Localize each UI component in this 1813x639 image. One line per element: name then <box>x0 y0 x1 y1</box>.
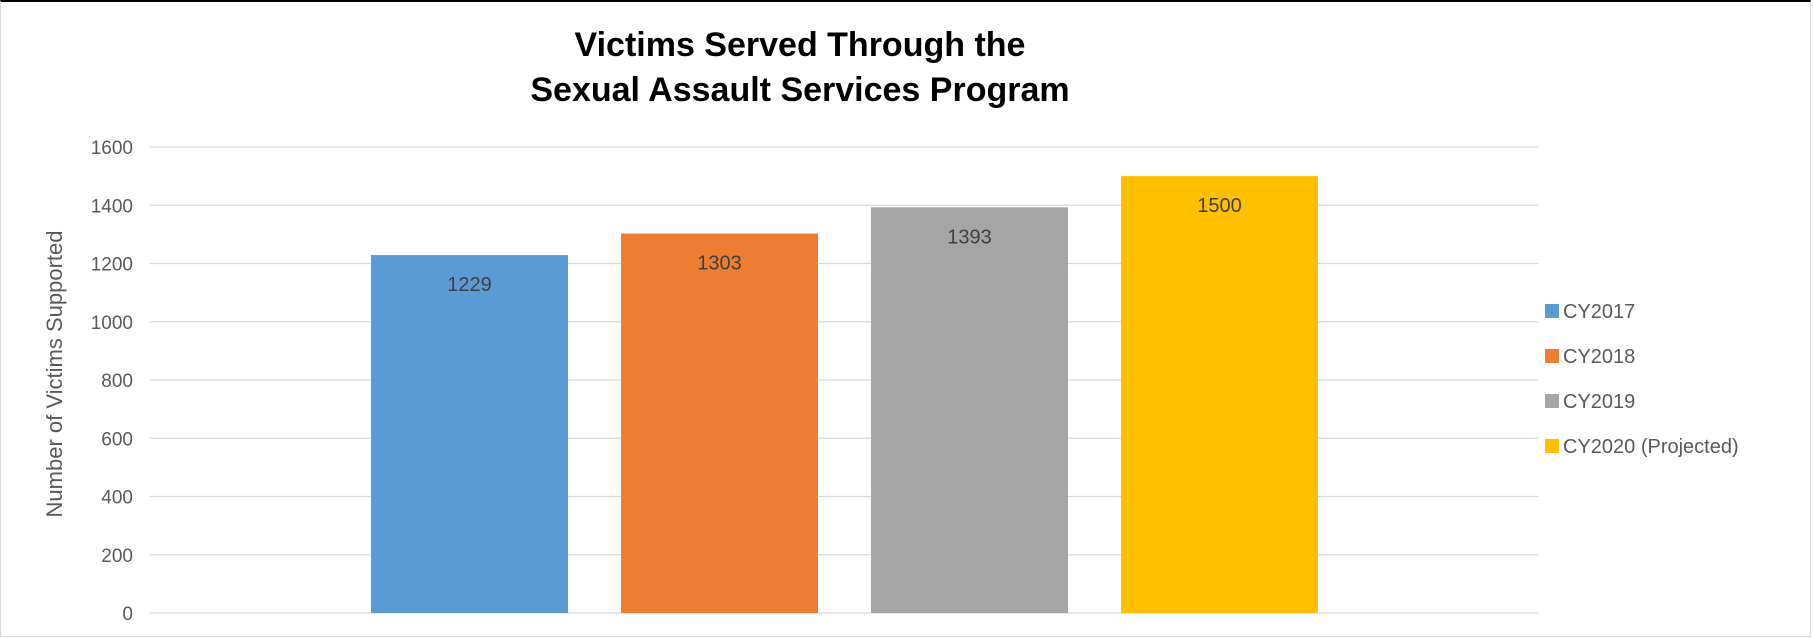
y-tick-label: 600 <box>101 429 133 450</box>
y-tick-label: 1200 <box>91 255 133 276</box>
legend-swatch <box>1545 394 1559 408</box>
y-axis-ticks: 0 200 400 600 800 1000 1200 1400 1600 <box>91 138 133 625</box>
y-tick-label: 1000 <box>91 313 133 334</box>
chart-title-line1: Victims Served Through the <box>574 26 1026 64</box>
chart-title-line2: Sexual Assault Services Program <box>530 71 1070 109</box>
y-tick-label: 1400 <box>91 196 133 217</box>
legend-swatch <box>1545 304 1559 318</box>
bar-cy2017 <box>371 255 568 613</box>
legend: CY2017 CY2018 CY2019 CY2020 (Projected) <box>1545 301 1739 458</box>
y-tick-label: 400 <box>101 488 133 509</box>
bar-cy2020-projected <box>1121 176 1318 613</box>
y-tick-label: 1600 <box>91 138 133 159</box>
bars <box>371 176 1318 613</box>
data-labels: 1229 1303 1393 1500 <box>447 195 1242 296</box>
bar-cy2019 <box>871 207 1068 613</box>
legend-label: CY2020 (Projected) <box>1563 436 1739 458</box>
legend-swatch <box>1545 349 1559 363</box>
y-tick-label: 0 <box>122 604 133 625</box>
legend-label: CY2018 <box>1563 346 1635 368</box>
y-axis-label: Number of Victims Supported <box>42 231 67 518</box>
data-label: 1393 <box>947 226 992 248</box>
data-label: 1229 <box>447 274 492 296</box>
y-tick-label: 200 <box>101 546 133 567</box>
data-label: 1500 <box>1197 195 1242 217</box>
data-label: 1303 <box>697 253 742 275</box>
legend-label: CY2017 <box>1563 301 1635 323</box>
legend-label: CY2019 <box>1563 391 1635 413</box>
legend-swatch <box>1545 439 1559 453</box>
gridlines <box>150 146 1538 614</box>
bar-cy2018 <box>621 233 818 613</box>
y-tick-label: 800 <box>101 371 133 392</box>
